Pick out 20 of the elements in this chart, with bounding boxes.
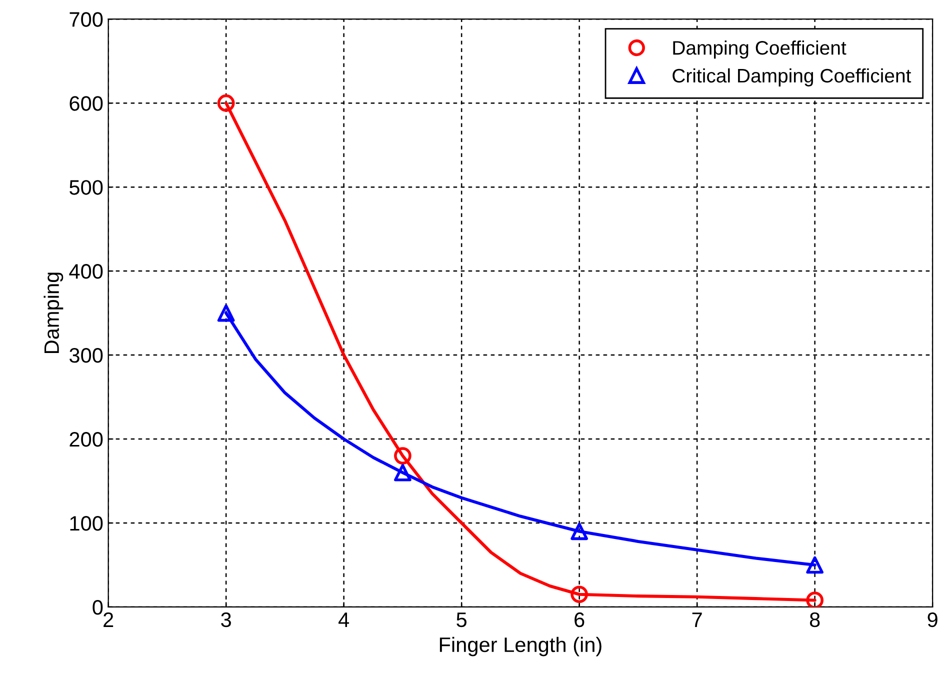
x-tick-label: 6 — [574, 612, 584, 628]
x-tick-label: 7 — [692, 612, 702, 627]
legend-label: Damping Coefficient — [673, 40, 846, 59]
y-tick-label: 200 — [70, 432, 103, 447]
y-tick-label: 600 — [70, 96, 103, 111]
y-tick-label: 500 — [70, 180, 103, 195]
x-tick-label: 3 — [221, 612, 231, 628]
x-tick-label: 9 — [928, 612, 938, 628]
y-tick-label: 100 — [70, 516, 103, 531]
x-tick-label: 2 — [104, 612, 114, 627]
y-tick-label: 700 — [70, 12, 103, 27]
x-tick-label: 5 — [456, 612, 466, 628]
y-tick-label: 400 — [69, 264, 103, 279]
y-tick-label: 300 — [70, 348, 103, 363]
x-tick-label: 4 — [338, 612, 350, 627]
x-axis-title: Finger Length (in) — [440, 636, 602, 656]
y-tick-label: 0 — [92, 600, 103, 615]
y-axis-title: Damping — [44, 272, 64, 354]
x-tick-label: 8 — [810, 612, 820, 628]
legend-label: Critical Damping Coefficient — [672, 68, 912, 86]
